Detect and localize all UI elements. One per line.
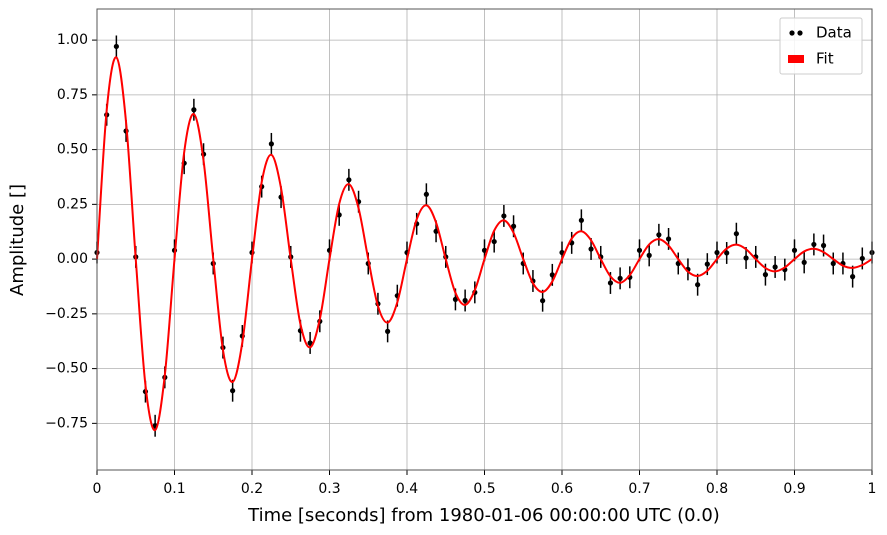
data-point — [636, 247, 643, 253]
data-point — [850, 274, 856, 280]
data-point — [268, 141, 274, 147]
data-point — [762, 272, 769, 278]
x-tick-label: 0.4 — [396, 481, 418, 497]
data-point — [772, 264, 778, 270]
x-axis-label: Time [seconds] from 1980-01-06 00:00:00 … — [247, 505, 720, 526]
x-tick-label: 0.6 — [551, 481, 573, 497]
y-tick-label: −0.75 — [45, 415, 88, 431]
data-point — [733, 231, 739, 237]
x-tick-label: 0.1 — [163, 481, 185, 497]
y-tick-label: 1.00 — [57, 32, 88, 48]
data-point — [307, 340, 313, 346]
data-point — [695, 282, 701, 288]
y-tick-label: 0.25 — [57, 196, 88, 212]
data-point — [191, 107, 197, 113]
data-point — [617, 275, 623, 281]
data-point — [714, 249, 720, 256]
x-tick-label: 0.7 — [628, 481, 650, 497]
data-point — [724, 250, 730, 256]
legend-marker — [788, 55, 804, 63]
data-point — [859, 255, 865, 262]
legend-marker — [797, 30, 803, 36]
x-tick-label: 0 — [93, 481, 102, 497]
x-tick-label: 0.8 — [706, 481, 728, 497]
data-point — [791, 247, 798, 253]
data-point — [230, 388, 236, 394]
data-point — [549, 272, 555, 278]
legend-label: Data — [816, 24, 852, 42]
data-point — [501, 213, 507, 219]
x-tick-label: 1 — [868, 481, 877, 497]
y-axis-label: Amplitude [] — [7, 184, 28, 296]
data-point — [743, 255, 749, 261]
fit-line — [96, 56, 873, 432]
y-tick-label: 0.00 — [57, 251, 88, 267]
x-tick-label: 0.3 — [318, 481, 340, 497]
y-tick-label: −0.50 — [45, 361, 88, 377]
data-point — [452, 296, 459, 302]
data-point — [423, 191, 429, 197]
data-point — [830, 260, 836, 267]
data-point — [510, 223, 517, 229]
x-tick-label: 0.2 — [241, 481, 263, 497]
y-tick-label: 0.75 — [57, 87, 88, 103]
data-point — [540, 298, 546, 304]
data-point — [578, 217, 584, 223]
data-point — [588, 246, 594, 252]
x-tick-label: 0.9 — [783, 481, 805, 497]
legend-label: Fit — [816, 50, 834, 68]
data-point — [811, 241, 817, 248]
x-tick-label: 0.5 — [473, 481, 495, 497]
y-tick-label: 0.50 — [57, 142, 88, 158]
data-point — [113, 43, 119, 50]
data-point — [704, 261, 710, 267]
y-tick-label: −0.25 — [45, 306, 88, 322]
data-point — [665, 236, 672, 242]
data-point — [462, 297, 468, 304]
data-point — [801, 259, 807, 265]
data-point — [656, 232, 662, 238]
data-point — [385, 328, 391, 334]
data-point — [607, 280, 614, 286]
data-point — [346, 177, 352, 183]
data-point — [820, 242, 827, 249]
data-point — [491, 238, 497, 245]
plot-frame — [96, 8, 873, 471]
legend-marker — [789, 30, 795, 36]
data-point — [646, 252, 652, 258]
